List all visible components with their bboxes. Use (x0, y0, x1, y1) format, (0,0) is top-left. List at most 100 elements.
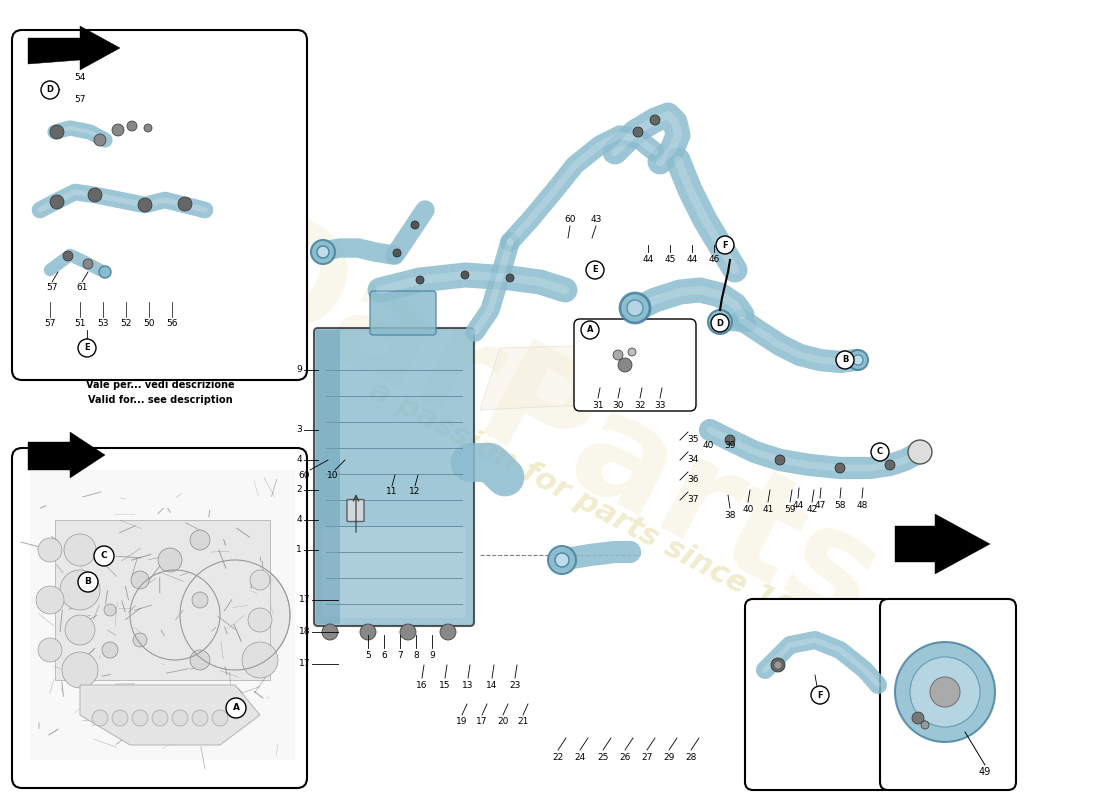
Text: 20: 20 (497, 718, 508, 726)
Circle shape (63, 251, 73, 261)
Circle shape (190, 530, 210, 550)
Circle shape (548, 546, 576, 574)
FancyBboxPatch shape (880, 599, 1016, 790)
Text: Vale per... vedi descrizione: Vale per... vedi descrizione (86, 380, 234, 390)
Text: 25: 25 (597, 754, 608, 762)
Text: E: E (85, 343, 90, 353)
Circle shape (192, 710, 208, 726)
Text: E: E (592, 266, 597, 274)
Text: 46: 46 (708, 255, 719, 265)
Circle shape (64, 534, 96, 566)
Circle shape (461, 271, 469, 279)
Text: 26: 26 (619, 754, 630, 762)
Text: 54: 54 (75, 74, 86, 82)
Text: 44: 44 (642, 255, 653, 265)
Circle shape (180, 560, 290, 670)
FancyBboxPatch shape (316, 330, 340, 624)
Circle shape (716, 236, 734, 254)
Text: 7: 7 (397, 650, 403, 659)
Circle shape (130, 570, 220, 660)
Text: D: D (46, 86, 54, 94)
Text: 36: 36 (688, 475, 698, 485)
Circle shape (78, 572, 98, 592)
Text: 51: 51 (75, 318, 86, 327)
Circle shape (895, 642, 996, 742)
Text: 17: 17 (298, 595, 310, 605)
Circle shape (178, 197, 192, 211)
Text: 16: 16 (416, 681, 428, 690)
Circle shape (250, 570, 270, 590)
Text: 27: 27 (641, 754, 652, 762)
FancyBboxPatch shape (314, 328, 474, 626)
Text: 33: 33 (654, 401, 666, 410)
Text: 14: 14 (486, 681, 497, 690)
Polygon shape (80, 685, 260, 745)
Text: 60: 60 (564, 215, 575, 225)
Circle shape (627, 300, 644, 316)
Circle shape (711, 314, 729, 332)
Circle shape (242, 642, 278, 678)
Circle shape (910, 657, 980, 727)
Circle shape (152, 712, 168, 728)
Circle shape (88, 188, 102, 202)
Circle shape (190, 650, 210, 670)
Polygon shape (480, 345, 605, 410)
Circle shape (41, 81, 59, 99)
Text: 10: 10 (327, 470, 338, 479)
FancyBboxPatch shape (322, 527, 466, 618)
Circle shape (725, 435, 735, 445)
Text: 38: 38 (724, 510, 736, 519)
Circle shape (556, 553, 569, 567)
Circle shape (138, 198, 152, 212)
Circle shape (131, 571, 149, 589)
Circle shape (581, 321, 600, 339)
Circle shape (620, 293, 650, 323)
Text: 41: 41 (762, 506, 773, 514)
Circle shape (912, 712, 924, 724)
Text: 43: 43 (591, 215, 602, 225)
Polygon shape (28, 26, 120, 70)
Circle shape (708, 310, 732, 334)
Text: 15: 15 (439, 681, 451, 690)
Text: 1: 1 (296, 546, 303, 554)
Circle shape (133, 633, 147, 647)
Circle shape (82, 259, 94, 269)
Circle shape (78, 339, 96, 357)
Text: 57: 57 (46, 282, 57, 291)
Circle shape (216, 686, 244, 714)
Circle shape (152, 710, 168, 726)
Text: 2: 2 (296, 486, 303, 494)
Text: 18: 18 (298, 627, 310, 637)
Text: 11: 11 (386, 487, 398, 497)
Text: 9: 9 (429, 650, 434, 659)
Text: 21: 21 (517, 718, 529, 726)
Text: 42: 42 (806, 506, 817, 514)
FancyBboxPatch shape (745, 599, 891, 790)
Circle shape (118, 703, 142, 727)
Circle shape (172, 710, 188, 726)
Circle shape (192, 592, 208, 608)
Circle shape (811, 686, 829, 704)
Circle shape (871, 443, 889, 461)
Circle shape (908, 440, 932, 464)
Circle shape (311, 240, 336, 264)
Text: 17: 17 (298, 659, 310, 669)
Text: 39: 39 (724, 441, 736, 450)
Text: 12: 12 (409, 487, 420, 497)
Text: 49: 49 (979, 767, 991, 777)
Polygon shape (28, 432, 105, 478)
Text: 5: 5 (365, 650, 371, 659)
Circle shape (39, 638, 62, 662)
Text: 44: 44 (792, 501, 804, 510)
Text: 17: 17 (476, 718, 487, 726)
FancyBboxPatch shape (12, 448, 307, 788)
Text: C: C (877, 447, 883, 457)
Text: 35: 35 (688, 435, 698, 445)
Circle shape (613, 350, 623, 360)
Text: 58: 58 (834, 501, 846, 510)
Text: 4: 4 (296, 515, 303, 525)
Circle shape (400, 624, 416, 640)
Circle shape (65, 615, 95, 645)
Circle shape (112, 710, 128, 726)
Circle shape (632, 127, 644, 137)
